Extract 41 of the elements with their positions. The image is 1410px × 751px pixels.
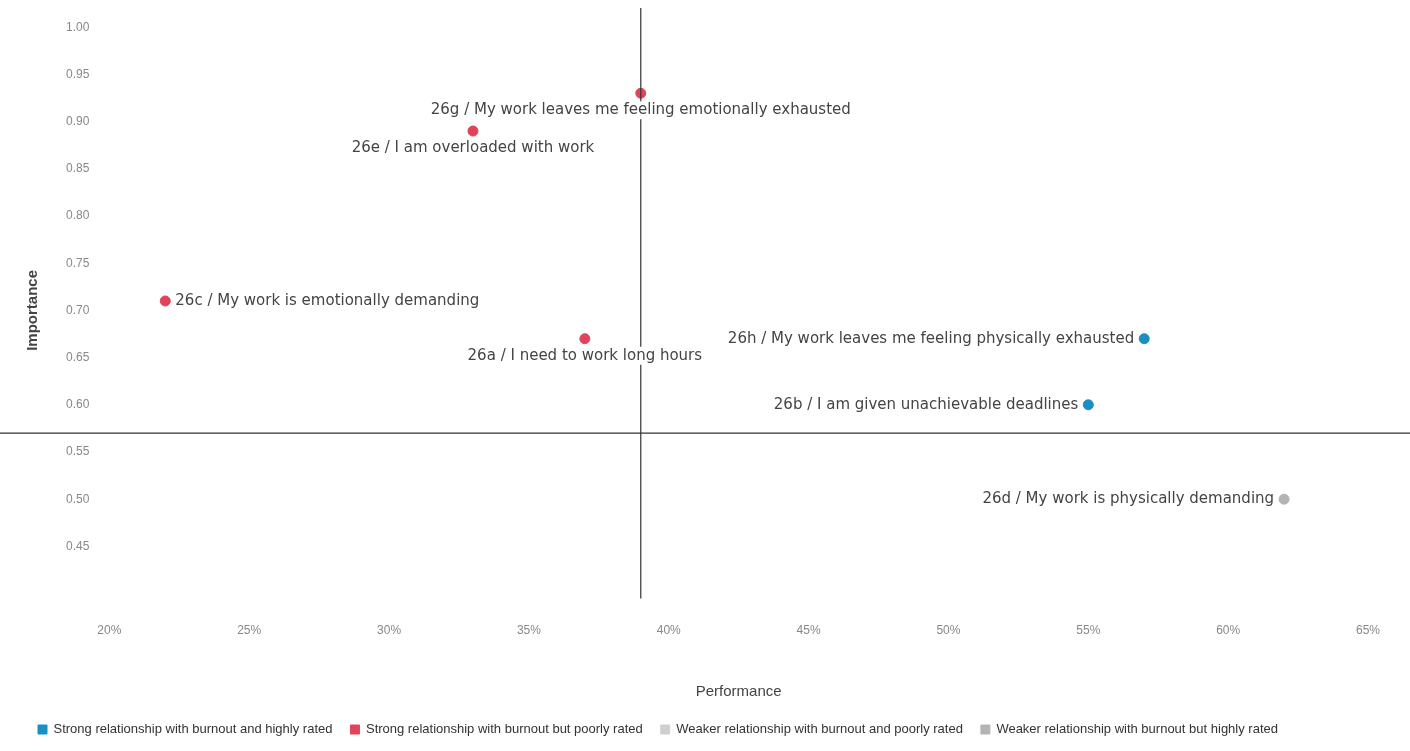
- annotation: 26e / I am overloaded with work: [351, 137, 595, 156]
- x-tick-label: 35%: [516, 623, 542, 638]
- point: [1278, 493, 1290, 505]
- y-tick-label: 0.65: [66, 349, 90, 364]
- x-tick-label: 25%: [237, 623, 262, 638]
- annotation: 26b / I am given unachievable deadlines: [773, 394, 1079, 413]
- y-tick-label: 0.55: [66, 444, 90, 459]
- y-tick-label: 0.50: [66, 491, 90, 506]
- y-tick-label: 0.95: [66, 66, 90, 81]
- point: [1082, 399, 1094, 411]
- x-tick-label: 40%: [656, 623, 682, 638]
- legend-label: Strong relationship with burnout and highly rated: [53, 721, 333, 737]
- x-tick-label: 30%: [377, 623, 402, 638]
- x-tick-label: 45%: [796, 623, 821, 638]
- y-tick-label: 0.85: [66, 161, 90, 176]
- y-tick-label: 0.90: [66, 113, 90, 128]
- x-tick-label: 20%: [97, 623, 122, 638]
- point: [1138, 333, 1150, 345]
- y-tick-label: 0.80: [66, 208, 90, 223]
- annotation: 26c / My work is emotionally demanding: [175, 290, 480, 309]
- point: [579, 333, 591, 345]
- legend-label: Weaker relationship with burnout but highly rated: [996, 721, 1278, 737]
- x-tick-label: 65%: [1355, 623, 1381, 638]
- legend-label: Strong relationship with burnout but poorly rated: [365, 721, 643, 737]
- legend-label: Weaker relationship with burnout and poorly rated: [676, 721, 963, 737]
- x-tick-label: 60%: [1216, 623, 1241, 638]
- annotation: 26a / I need to work long hours: [467, 345, 703, 364]
- y-axis-title: Importance: [23, 269, 41, 351]
- point: [467, 125, 479, 137]
- y-tick-label: 0.60: [66, 397, 90, 412]
- x-tick-label: 50%: [936, 623, 961, 638]
- annotation: 26d / My work is physically demanding: [982, 489, 1275, 508]
- y-tick-label: 1.00: [66, 19, 90, 34]
- y-tick-label: 0.45: [66, 538, 90, 553]
- annotation: 26g / My work leaves me feeling emotionally exhausted: [430, 100, 851, 119]
- x-tick-label: 55%: [1076, 623, 1101, 638]
- x-axis-title: Performance: [695, 682, 782, 700]
- y-tick-label: 0.70: [66, 302, 90, 317]
- annotation: 26h / My work leaves me feeling physically exhausted: [727, 328, 1135, 347]
- point: [159, 295, 171, 307]
- y-tick-label: 0.75: [66, 255, 90, 270]
